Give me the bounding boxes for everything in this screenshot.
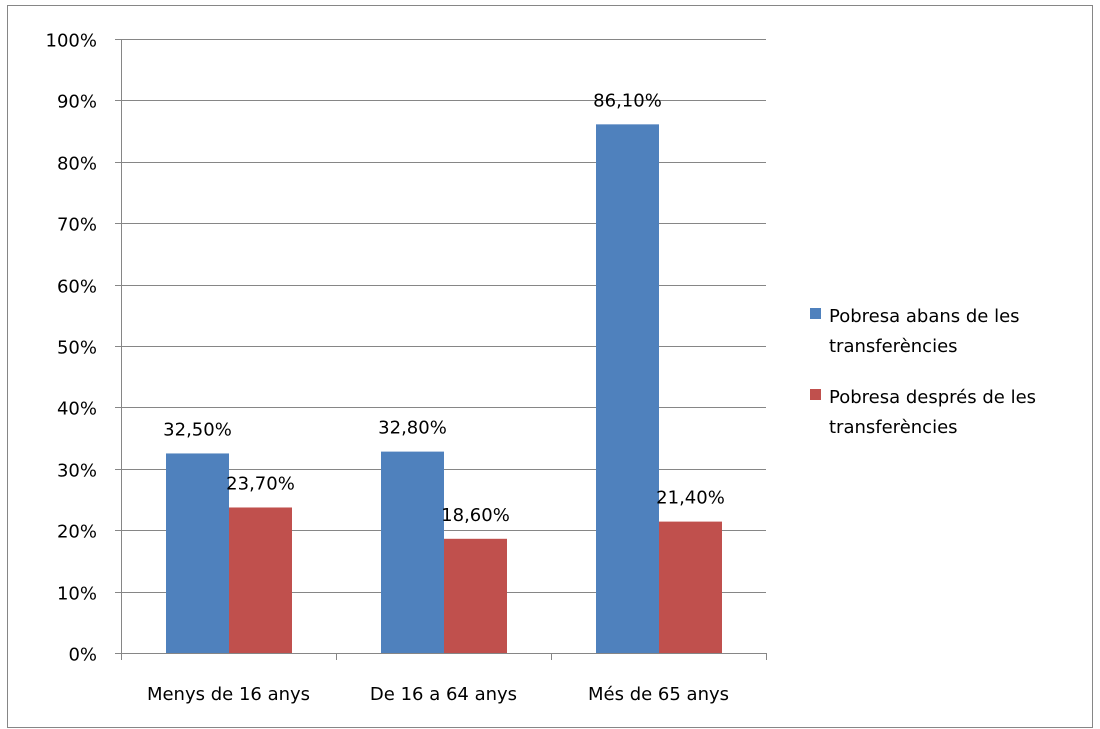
legend-label: Pobresa abans de les bbox=[829, 306, 1020, 327]
data-label: 32,80% bbox=[378, 418, 447, 439]
legend-label: transferències bbox=[829, 336, 958, 357]
bar bbox=[444, 538, 507, 653]
legend-swatch bbox=[810, 308, 821, 319]
y-tick-label: 50% bbox=[57, 338, 97, 359]
legend-label: Pobresa després de les bbox=[829, 387, 1036, 408]
y-tick-label: 100% bbox=[46, 31, 97, 52]
y-tick-label: 90% bbox=[57, 92, 97, 113]
x-tick-label: Menys de 16 anys bbox=[147, 684, 310, 705]
bar bbox=[659, 521, 722, 653]
bar bbox=[229, 507, 292, 653]
bar bbox=[596, 124, 659, 653]
x-tick-label: De 16 a 64 anys bbox=[370, 684, 517, 705]
y-tick-label: 0% bbox=[68, 645, 97, 666]
legend-label: transferències bbox=[829, 417, 958, 438]
y-tick-label: 40% bbox=[57, 399, 97, 420]
data-label: 18,60% bbox=[441, 505, 510, 526]
bar bbox=[166, 453, 229, 653]
data-label: 21,40% bbox=[656, 488, 725, 509]
data-label: 23,70% bbox=[226, 473, 295, 494]
y-tick-label: 70% bbox=[57, 215, 97, 236]
y-tick-label: 20% bbox=[57, 522, 97, 543]
data-label: 86,10% bbox=[593, 90, 662, 111]
data-label: 32,50% bbox=[163, 419, 232, 440]
bar bbox=[381, 451, 444, 653]
y-tick-label: 60% bbox=[57, 277, 97, 298]
y-tick-label: 30% bbox=[57, 461, 97, 482]
legend-swatch bbox=[810, 389, 821, 400]
x-tick-label: Més de 65 anys bbox=[588, 684, 729, 705]
y-tick-label: 80% bbox=[57, 154, 97, 175]
y-tick-label: 10% bbox=[57, 584, 97, 605]
